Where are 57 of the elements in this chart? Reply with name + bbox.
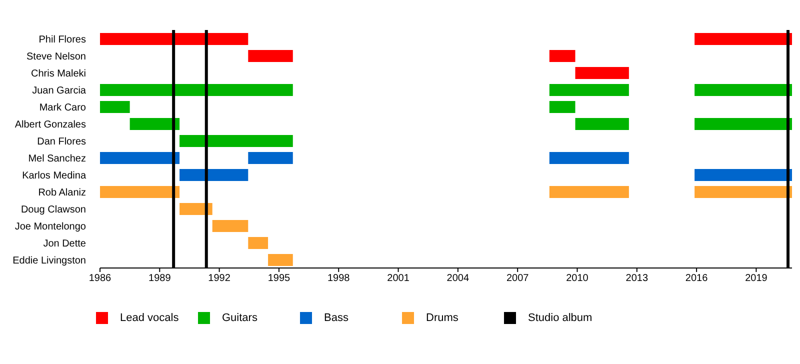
legend-label: Studio album xyxy=(528,312,592,324)
bar xyxy=(268,254,293,266)
bar xyxy=(180,203,212,215)
bar xyxy=(549,186,629,198)
y-tick-label: Albert Gonzales xyxy=(14,120,86,130)
x-tick-label: 2007 xyxy=(506,273,530,284)
bar xyxy=(694,169,792,181)
bar xyxy=(575,67,629,79)
y-tick-label: Doug Clawson xyxy=(20,204,86,216)
bar xyxy=(130,118,180,130)
y-tick-label: Chris Maleki xyxy=(30,68,86,80)
bar xyxy=(180,135,293,147)
x-tick-label: 1989 xyxy=(148,273,172,284)
x-tick-label: 2001 xyxy=(387,273,410,284)
bar xyxy=(694,33,792,45)
bar xyxy=(100,84,293,96)
bar xyxy=(100,33,248,45)
y-tick-label: Rob Alaniz xyxy=(38,188,86,198)
y-tick-label: Mark Caro xyxy=(39,102,86,114)
y-tick-label: Dan Flores xyxy=(37,136,86,148)
y-tick-label: Juan Garcia xyxy=(32,86,86,96)
x-tick-label: 1992 xyxy=(208,273,231,284)
bar xyxy=(549,152,629,164)
x-tick-label: 2013 xyxy=(626,273,648,284)
x-tick-label: 2010 xyxy=(566,273,589,284)
bar xyxy=(248,237,268,249)
bar xyxy=(694,186,792,198)
legend-label: Lead vocals xyxy=(120,312,179,324)
bar xyxy=(575,118,629,130)
bar xyxy=(549,50,576,62)
y-tick-label: Eddie Livingston xyxy=(12,256,86,266)
bar xyxy=(549,84,629,96)
bar xyxy=(549,101,576,113)
bar xyxy=(248,50,293,62)
y-tick-label: Steve Nelson xyxy=(26,52,86,62)
bar xyxy=(694,84,792,96)
bar xyxy=(212,220,248,232)
y-tick-label: Mel Sanchez xyxy=(28,154,86,164)
bar xyxy=(100,152,180,164)
x-tick-label: 2004 xyxy=(446,273,470,284)
x-tick-label: 1986 xyxy=(88,273,112,284)
x-tick-label: 2016 xyxy=(685,273,708,284)
x-tick-label: 2019 xyxy=(745,273,768,284)
x-tick-label: 1995 xyxy=(268,273,291,284)
x-tick-label: 1998 xyxy=(327,273,350,284)
y-tick-label: Jon Dette xyxy=(43,238,86,250)
y-tick-label: Joe Montelongo xyxy=(14,222,86,232)
legend-label: Guitars xyxy=(222,312,258,324)
y-tick-label: Phil Flores xyxy=(38,34,86,46)
bar xyxy=(694,118,792,130)
bar xyxy=(248,152,293,164)
legend-label: Bass xyxy=(324,312,348,324)
bar xyxy=(100,186,180,198)
bar xyxy=(180,169,248,181)
bar xyxy=(100,101,130,113)
y-tick-label: Karlos Medina xyxy=(22,170,86,182)
legend-label: Drums xyxy=(426,312,458,324)
